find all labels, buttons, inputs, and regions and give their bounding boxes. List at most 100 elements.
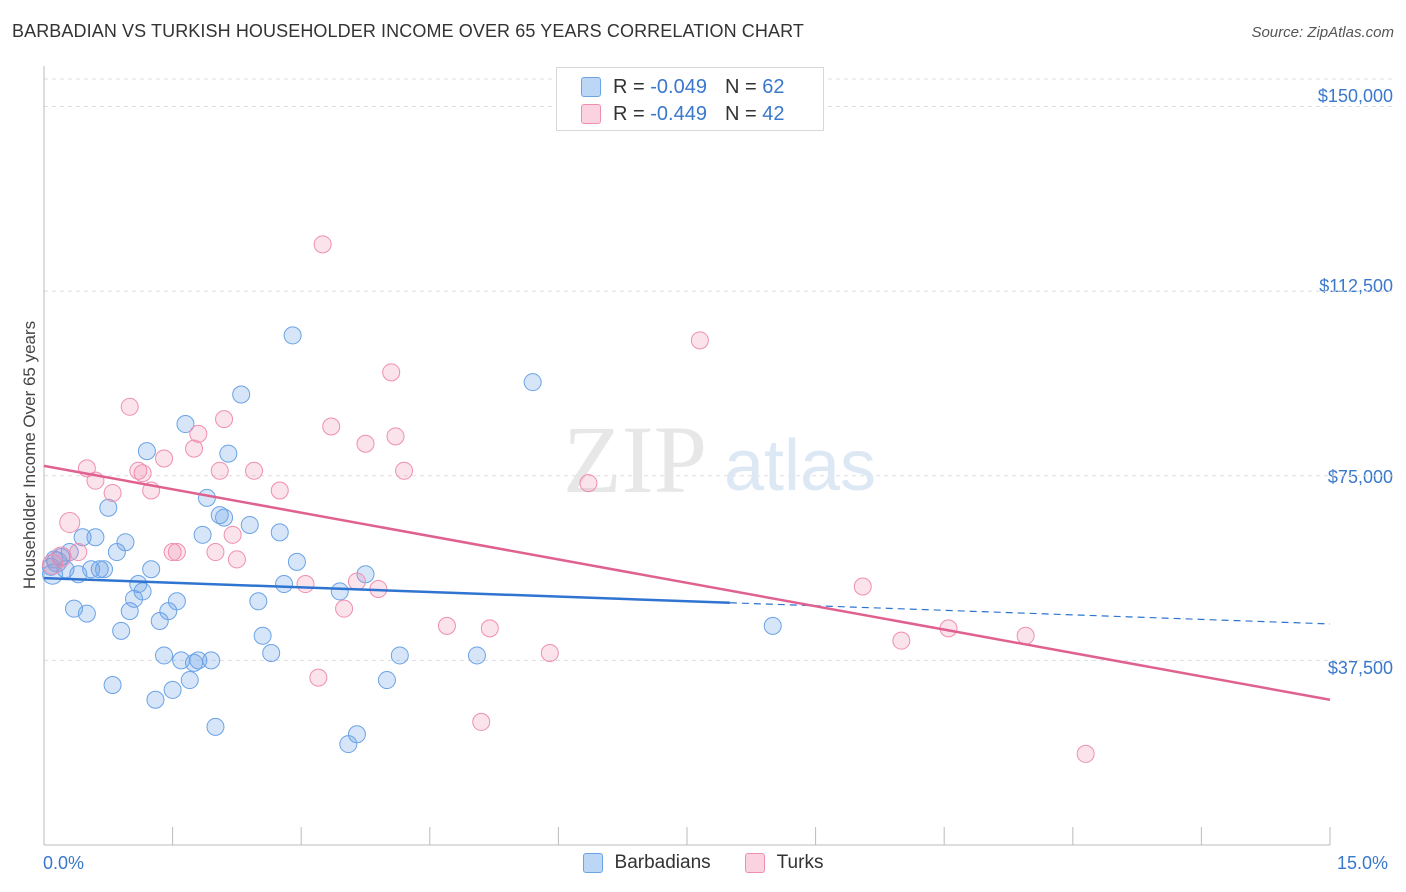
turks-point <box>50 546 72 568</box>
barbadians-point <box>133 582 152 601</box>
turks-point <box>472 712 491 731</box>
barbadians-point <box>262 643 281 662</box>
legend-row-barbadians: R = -0.049 N = 62 <box>581 74 784 100</box>
turks-point <box>189 424 208 443</box>
turks-point <box>1016 626 1035 645</box>
legend-item-turks[interactable]: Turks <box>744 852 823 874</box>
r-label: R = <box>613 102 645 125</box>
barbadians-point <box>270 523 289 542</box>
r-value: -0.049 <box>650 75 707 98</box>
turks-point <box>395 461 414 480</box>
barbadians-point <box>206 717 225 736</box>
r-label: R = <box>613 75 645 98</box>
n-label: N = <box>724 102 757 125</box>
chart-title: BARBADIAN VS TURKISH HOUSEHOLDER INCOME … <box>12 21 804 41</box>
turks-point <box>133 464 152 483</box>
barbadians-point <box>103 675 122 694</box>
legend-item-barbadians[interactable]: Barbadians <box>582 852 711 874</box>
turks-point <box>322 417 341 436</box>
series-legend: Barbadians Turks <box>0 852 1406 874</box>
turks-point <box>579 474 598 493</box>
barbadians-point <box>347 725 366 744</box>
barbadians-point <box>176 415 195 434</box>
turks-swatch <box>744 853 765 873</box>
barbadians-point <box>330 582 349 601</box>
turks-point <box>270 481 289 500</box>
barbadians-swatch <box>581 77 601 97</box>
turks-point <box>892 631 911 650</box>
legend-row-turks: R = -0.449 N = 42 <box>581 101 784 127</box>
y-tick-label: $75,000 <box>1327 467 1393 487</box>
barbadians-point <box>167 592 186 611</box>
x-tick-label-max: 15.0% <box>1337 853 1389 873</box>
r-value: -0.449 <box>650 102 707 125</box>
turks-point <box>227 550 246 569</box>
barbadians-point <box>99 498 118 517</box>
barbadians-point <box>116 533 135 552</box>
barbadians-point <box>112 621 131 640</box>
barbadians-point <box>377 671 396 690</box>
barbadians-swatch <box>582 853 603 873</box>
turks-point <box>356 434 375 453</box>
trend-lines <box>43 464 1331 701</box>
barbadians-point <box>146 690 165 709</box>
turks-swatch <box>581 104 601 124</box>
data-points <box>41 235 1095 763</box>
barbadians-point <box>467 646 486 665</box>
barbadians-point <box>283 326 302 345</box>
y-tick-label: $37,500 <box>1327 658 1393 678</box>
y-tick-label: $150,000 <box>1317 86 1393 106</box>
barbadians-point <box>137 442 156 461</box>
turks-point <box>210 461 229 480</box>
turks-point <box>155 449 174 468</box>
watermark-atlas: atlas <box>724 426 876 506</box>
turks-point <box>206 543 225 562</box>
stats-legend: R = -0.049 N = 62 R = -0.449 N = 42 <box>556 67 824 131</box>
turks-point <box>335 599 354 618</box>
barbadians-point <box>90 560 109 579</box>
barbadians-point <box>45 550 64 569</box>
turks-point <box>690 331 709 350</box>
turks-point <box>309 668 328 687</box>
turks-point <box>163 543 182 562</box>
turks-point <box>480 619 499 638</box>
barbadians-point <box>77 604 96 623</box>
turks-point <box>437 616 456 635</box>
turks-point <box>185 439 204 458</box>
turks-point <box>382 363 401 382</box>
barbadians-point <box>163 680 182 699</box>
turks-point <box>167 543 186 562</box>
barbadians-point <box>215 508 234 527</box>
barbadians-point <box>232 385 251 404</box>
barbadians-point <box>189 651 208 670</box>
barbadians-point <box>275 575 294 594</box>
barbadians-point <box>219 444 238 463</box>
barbadians-point <box>197 488 216 507</box>
turks-point <box>59 512 81 534</box>
watermark-zip: ZIP <box>563 406 707 513</box>
turks-point <box>386 427 405 446</box>
x-tick-label-min: 0.0% <box>43 853 85 873</box>
barbadians-point <box>763 616 782 635</box>
chart-source: Source: ZipAtlas.com <box>1251 24 1394 41</box>
n-label: N = <box>724 75 757 98</box>
barbadians-point <box>202 651 221 670</box>
n-value: 42 <box>762 102 785 125</box>
turks-point <box>540 643 559 662</box>
barbadians-point <box>253 626 272 645</box>
barbadians-point <box>240 515 259 534</box>
turks-point <box>42 553 64 575</box>
turks-point <box>69 543 88 562</box>
barbadians-point <box>390 646 409 665</box>
barbadians-point <box>193 525 212 544</box>
turks-point <box>347 572 366 591</box>
turks-point <box>313 235 332 254</box>
barbadians-point <box>523 373 542 392</box>
turks-trend-line <box>43 464 1331 701</box>
gridlines <box>44 78 1395 661</box>
barbadians-point <box>73 528 92 547</box>
barbadians-point <box>249 592 268 611</box>
legend-label: Barbadians <box>614 852 711 873</box>
axes <box>43 66 1331 846</box>
